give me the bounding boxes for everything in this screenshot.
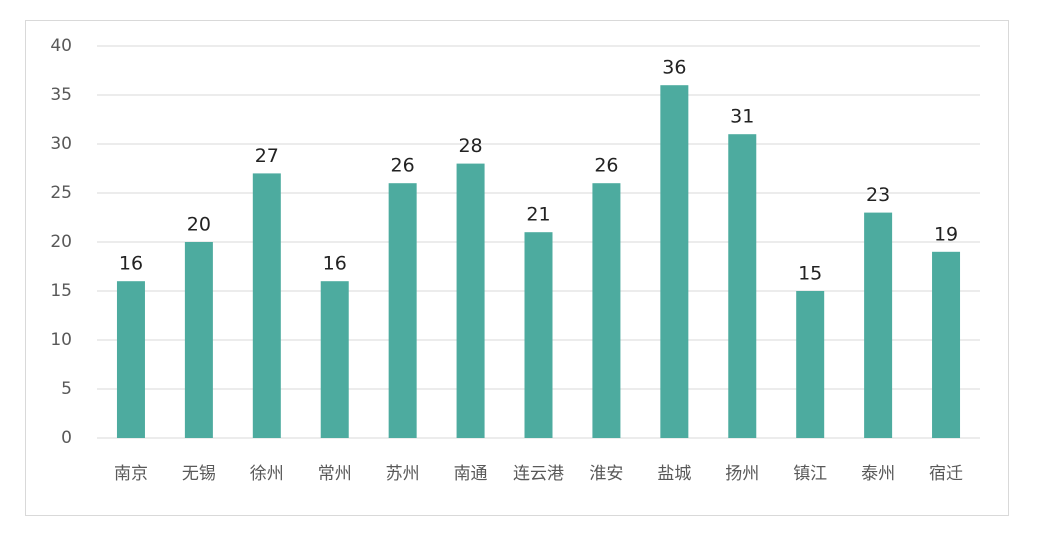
x-tick-label: 盐城 — [657, 464, 691, 484]
bar — [592, 183, 621, 438]
data-label: 36 — [662, 57, 686, 79]
bar — [116, 281, 145, 438]
bar — [320, 281, 349, 438]
data-label: 16 — [119, 253, 143, 275]
bar — [456, 163, 485, 438]
bar — [524, 232, 553, 438]
x-tick-label: 镇江 — [793, 464, 827, 484]
data-label: 16 — [323, 253, 347, 275]
data-label: 26 — [594, 155, 618, 177]
x-tick-label: 无锡 — [182, 464, 216, 484]
x-tick-label: 南通 — [454, 464, 488, 484]
data-label: 21 — [526, 204, 550, 226]
x-tick-label: 常州 — [318, 464, 352, 484]
bar — [796, 291, 825, 438]
x-tick-label: 淮安 — [589, 464, 623, 484]
bar — [864, 212, 893, 438]
data-label: 28 — [458, 135, 482, 157]
y-tick-label: 35 — [50, 85, 72, 105]
bar — [252, 173, 281, 438]
x-tick-label: 扬州 — [725, 464, 759, 484]
bar — [932, 251, 961, 438]
data-label: 19 — [934, 223, 958, 245]
data-label: 15 — [798, 263, 822, 285]
data-label: 20 — [187, 214, 211, 236]
bar — [388, 183, 417, 438]
y-tick-label: 0 — [61, 428, 72, 448]
data-label: 23 — [866, 184, 890, 206]
bar — [184, 242, 213, 438]
y-tick-label: 30 — [50, 134, 72, 154]
x-tick-label: 徐州 — [250, 464, 284, 484]
y-tick-label: 25 — [50, 183, 72, 203]
data-label: 26 — [391, 155, 415, 177]
bar — [660, 85, 689, 438]
x-tick-label: 宿迁 — [929, 464, 963, 484]
data-label: 31 — [730, 106, 754, 128]
bar — [728, 134, 757, 438]
x-tick-label: 连云港 — [513, 464, 564, 484]
y-tick-label: 20 — [50, 232, 72, 252]
data-label: 27 — [255, 145, 279, 167]
x-tick-label: 南京 — [114, 464, 148, 484]
y-tick-label: 10 — [50, 330, 72, 350]
x-tick-label: 泰州 — [861, 464, 895, 484]
x-tick-label: 苏州 — [386, 464, 420, 484]
y-tick-label: 40 — [50, 36, 72, 56]
y-tick-label: 5 — [61, 379, 72, 399]
y-tick-label: 15 — [50, 281, 72, 301]
